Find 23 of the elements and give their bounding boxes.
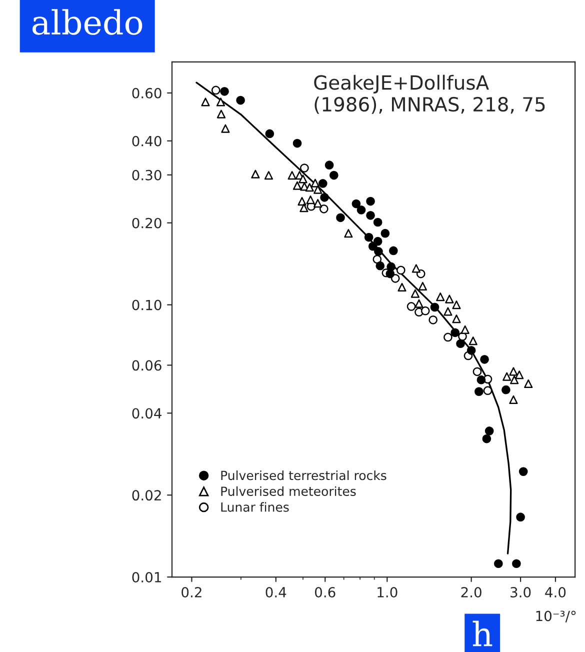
y-tick-label: 0.04	[132, 408, 162, 419]
x-tick-label: 0.2	[182, 586, 202, 598]
x-tick-label: 3.0	[510, 586, 531, 598]
x-tick-label: 0.6	[314, 586, 336, 598]
y-tick-label: 0.02	[132, 490, 161, 501]
annotation: GeakeJE+DollfusA (1986), MNRAS, 218, 75	[314, 74, 545, 114]
y-tick-label: 0.06	[132, 360, 162, 371]
legend-label: Pulverised terrestrial rocks	[221, 470, 386, 480]
legend-label: Lunar fines	[221, 502, 289, 512]
x-axis-title: h	[472, 620, 492, 646]
y-tick-label: 0.10	[132, 300, 162, 310]
x-tick-label: 1.0	[378, 586, 398, 598]
x-tick-label: 4.0	[545, 586, 566, 598]
y-axis-title: albedo	[32, 9, 142, 35]
y-tick-label: 0.01	[132, 572, 161, 582]
y-tick-label: 0.40	[132, 136, 162, 146]
x-tick-label: 0.4	[266, 586, 286, 598]
text: 10⁻³/°	[536, 610, 576, 622]
y-tick-label: 0.20	[132, 218, 162, 228]
x-tick-label: 2.0	[461, 586, 482, 598]
y-tick-label: 0.60	[132, 88, 162, 98]
legend-label: Pulverised meteorites	[221, 486, 356, 496]
y-tick-label: 0.30	[132, 170, 162, 180]
